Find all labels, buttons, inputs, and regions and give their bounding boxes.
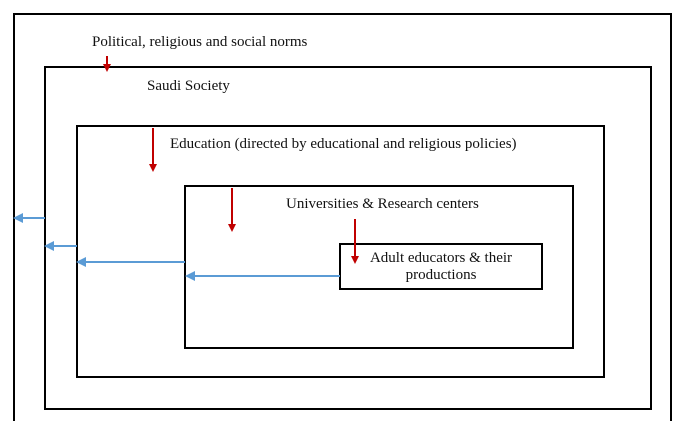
educators-box: [339, 243, 543, 290]
label: Political, religious and social norms: [92, 34, 308, 50]
frames: [13, 13, 672, 421]
label: Education (directed by educational and r…: [170, 136, 517, 152]
university-box: [184, 185, 574, 349]
label: Universities & Research centers: [286, 196, 479, 212]
label-box: Adult educators & their productions: [369, 250, 513, 283]
blue-arrows: [13, 213, 340, 281]
label: Adult educators & their productions: [369, 250, 513, 283]
red-arrows: [103, 56, 359, 264]
education-box: [76, 125, 605, 378]
label: Saudi Society: [147, 78, 230, 94]
society-box: [44, 66, 652, 410]
